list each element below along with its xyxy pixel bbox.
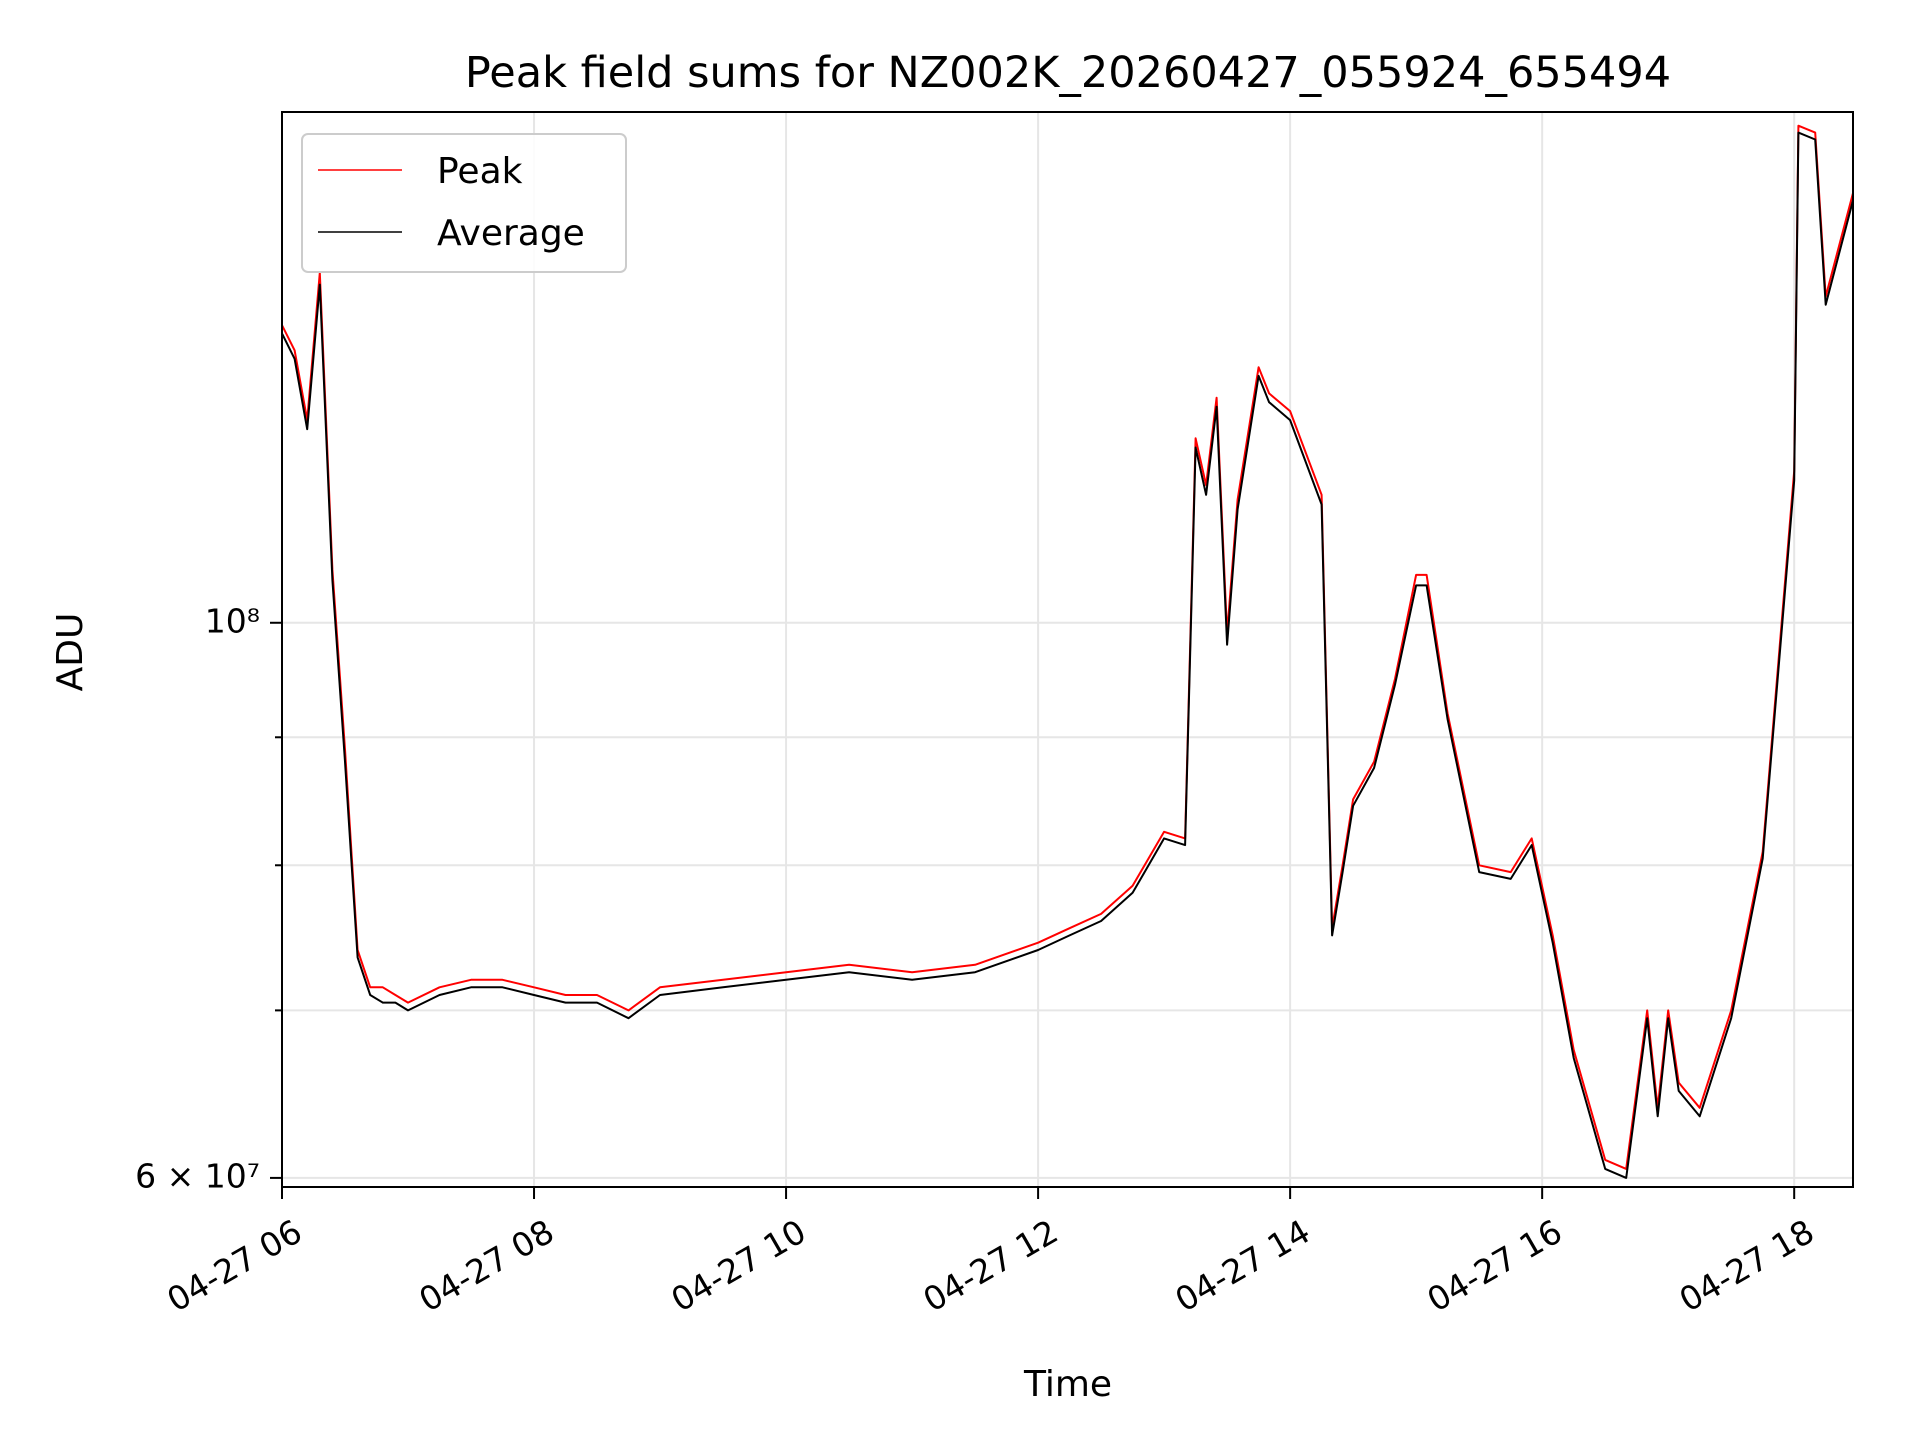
- legend: Peak Average: [301, 133, 627, 273]
- series-line-average: [282, 131, 1853, 1179]
- chart-title: Peak field sums for NZ002K_20260427_0559…: [465, 48, 1671, 98]
- y-tick-label: 10⁸: [205, 601, 260, 640]
- y-tick-label: 6 × 10⁷: [135, 1156, 260, 1195]
- legend-label-average: Average: [437, 213, 585, 254]
- y-axis-label: ADU: [50, 613, 91, 692]
- y-axis: 6 × 10⁷ 10⁸: [135, 601, 282, 1195]
- legend-box: [301, 133, 627, 273]
- gridlines: [281, 112, 1853, 1187]
- series-layer: [282, 124, 1853, 1179]
- legend-label-peak: Peak: [437, 151, 523, 192]
- plot-frame: [281, 111, 1854, 1188]
- x-axis-label: Time: [1023, 1364, 1112, 1405]
